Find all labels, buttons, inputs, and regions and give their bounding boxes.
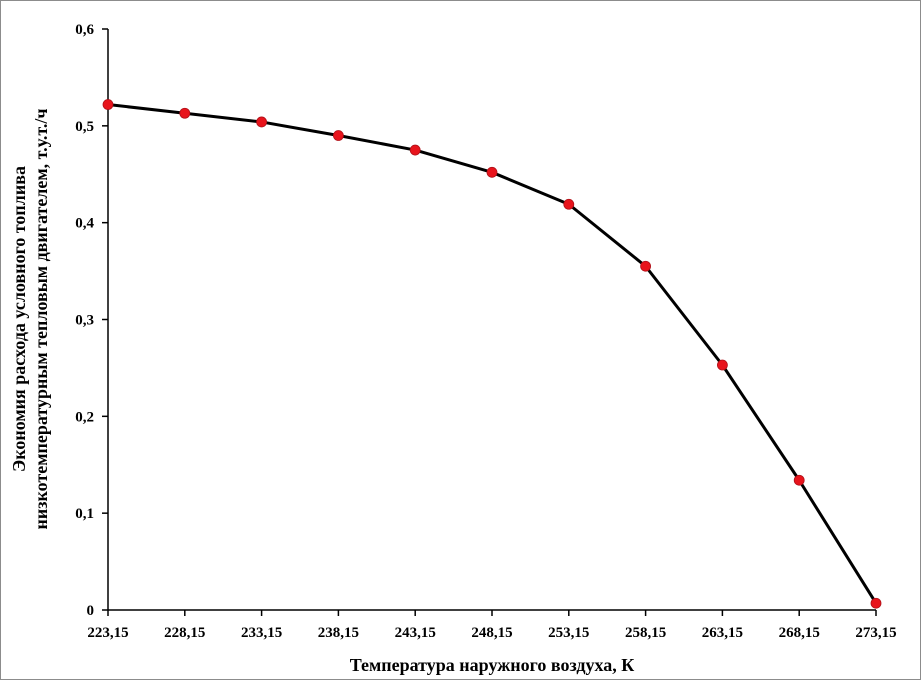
x-tick-label: 263,15: [702, 625, 743, 641]
x-tick-label: 238,15: [318, 625, 359, 641]
y-tick-label: 0,4: [75, 216, 94, 232]
x-tick-labels: 223,15 228,15 233,15 238,15 243,15 248,15 253,…: [87, 625, 896, 641]
x-tick-label: 258,15: [625, 625, 666, 641]
data-point: [717, 359, 728, 371]
series-line: [107, 103, 878, 605]
data-point: [640, 260, 651, 272]
data-point: [563, 198, 575, 210]
data-point: [870, 597, 882, 609]
y-tick-labels: 0 0,1 0,2 0,3 0,4 0,5 0,6: [75, 22, 94, 619]
series-group: [102, 99, 882, 609]
x-tick-label: 253,15: [548, 625, 589, 641]
data-point: [793, 474, 805, 486]
y-tick-label: 0,2: [75, 409, 94, 425]
data-point: [486, 166, 498, 178]
data-point: [102, 99, 114, 110]
y-axis-title-line2: низкотемпературным тепловым двигателем, …: [31, 109, 51, 530]
x-tick-label: 228,15: [164, 625, 205, 641]
x-tick-label: 223,15: [87, 625, 128, 641]
data-point: [179, 107, 191, 119]
x-tick-label: 243,15: [395, 625, 436, 641]
y-tick-label: 0,3: [75, 313, 94, 329]
x-tick-label: 268,15: [779, 625, 820, 641]
x-axis-title: Температура наружного воздуха, К: [350, 655, 635, 675]
x-tick-label: 273,15: [855, 625, 896, 641]
x-tick-label: 248,15: [471, 625, 512, 641]
data-point: [256, 116, 268, 128]
y-tick-label: 0,6: [75, 22, 94, 38]
axes: [102, 28, 877, 616]
data-point: [332, 130, 344, 141]
y-tick-label: 0,5: [75, 119, 94, 135]
x-tick-label: 233,15: [241, 625, 282, 641]
y-tick-label: 0: [87, 603, 95, 619]
data-point: [409, 144, 421, 156]
y-tick-label: 0,1: [75, 506, 94, 522]
y-axis-title-line1: Экономия расхода условного топлива: [9, 166, 29, 472]
